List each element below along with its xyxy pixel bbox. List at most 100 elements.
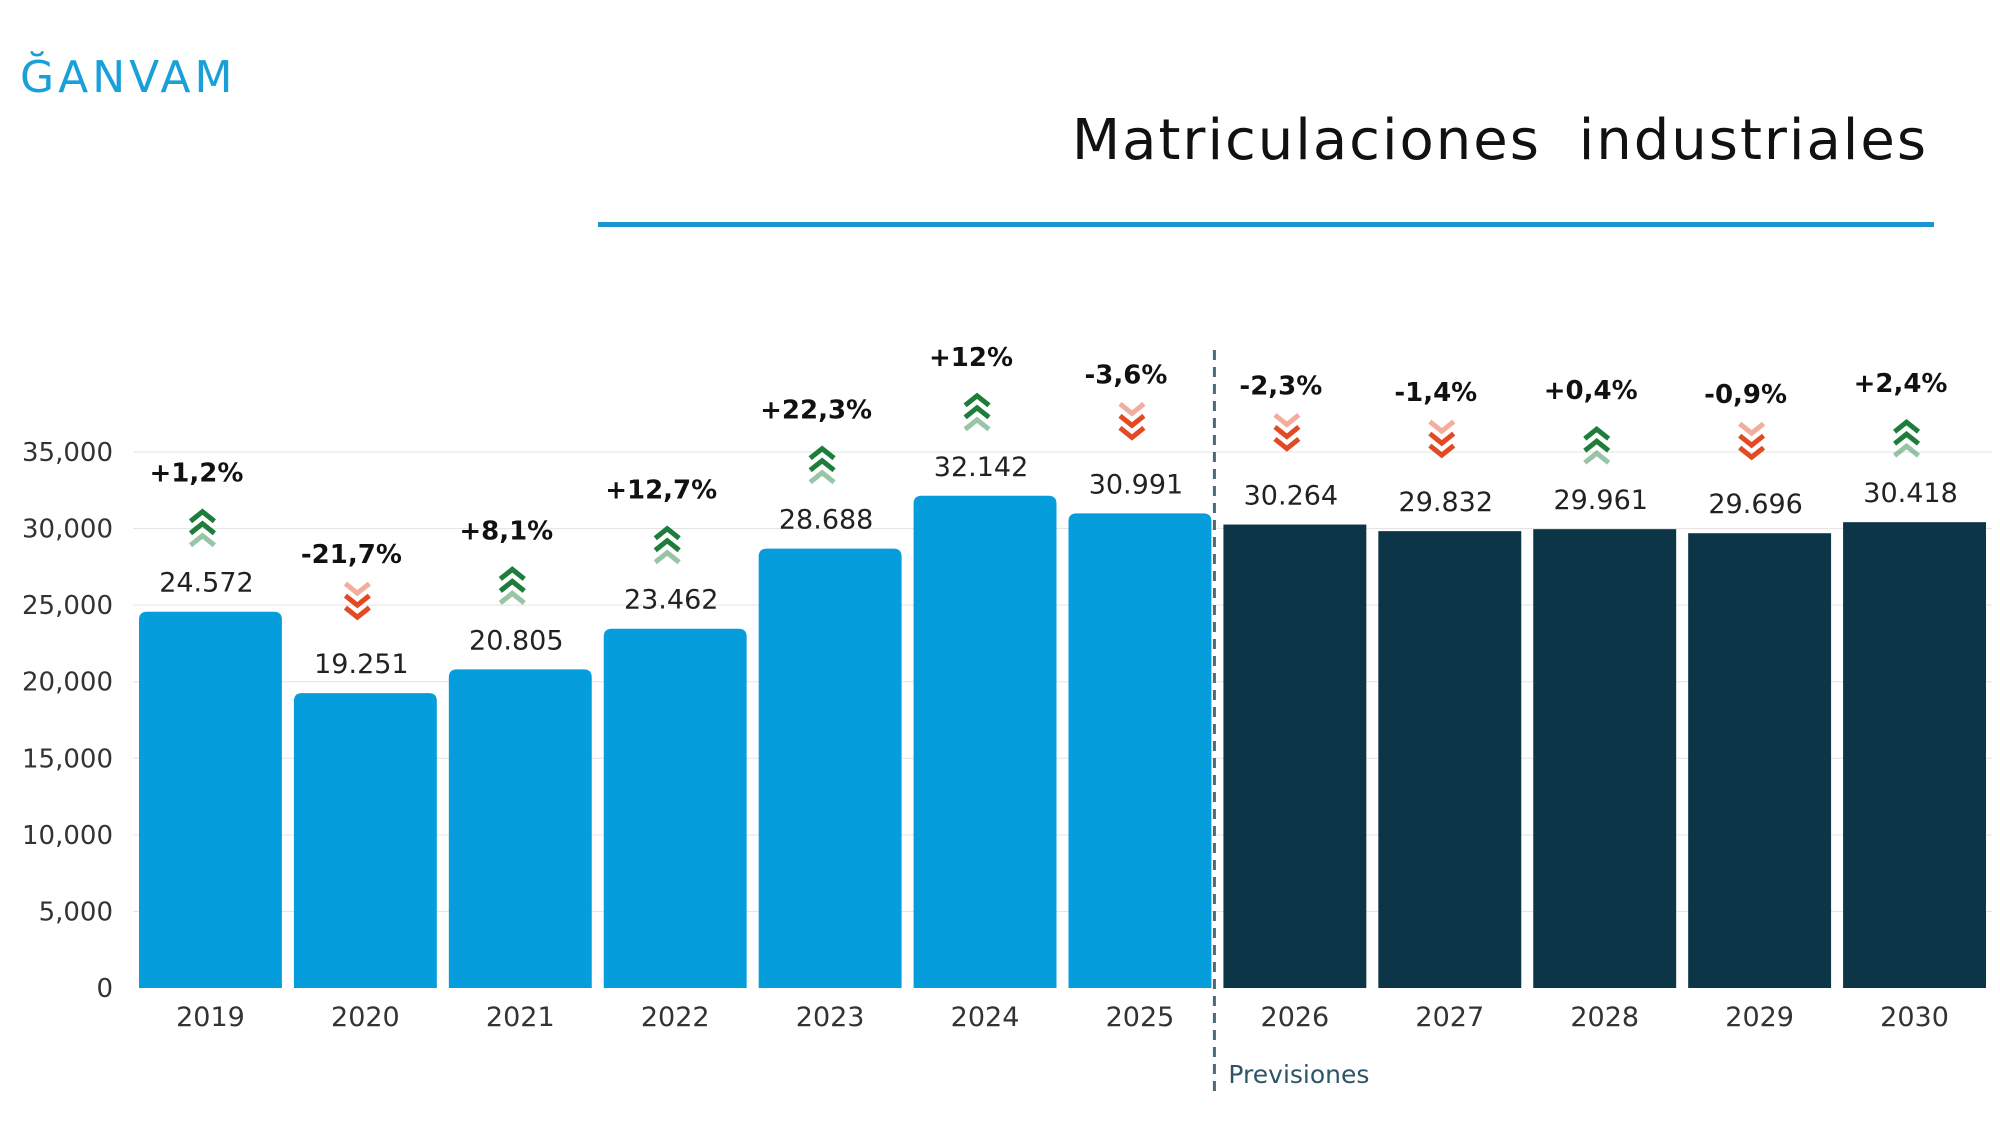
value-label: 23.462 bbox=[624, 585, 718, 616]
forecast-label: Previsiones bbox=[1228, 1060, 1369, 1089]
chevron bbox=[1583, 425, 1611, 441]
arrow-down-icon bbox=[1428, 419, 1456, 459]
chevron bbox=[1893, 430, 1921, 446]
chevron bbox=[188, 508, 216, 524]
y-tick-label: 25,000 bbox=[22, 591, 113, 621]
chevron bbox=[498, 578, 526, 593]
chevron bbox=[498, 566, 526, 581]
value-label: 30.264 bbox=[1244, 481, 1338, 512]
arrow-up-icon bbox=[188, 508, 216, 548]
bar-2021 bbox=[448, 669, 592, 988]
chevron bbox=[343, 581, 371, 597]
change-label: -2,3% bbox=[1239, 372, 1322, 402]
x-tick-label: 2023 bbox=[796, 1002, 865, 1033]
arrow-down-icon bbox=[1738, 421, 1766, 461]
y-tick-label: 10,000 bbox=[22, 821, 113, 851]
arrow-up-icon bbox=[808, 445, 836, 485]
bar-2024 bbox=[913, 495, 1057, 988]
y-tick-label: 35,000 bbox=[22, 438, 113, 468]
chevron bbox=[963, 416, 991, 432]
change-label: +12,7% bbox=[605, 476, 717, 506]
x-tick-label: 2024 bbox=[951, 1002, 1020, 1033]
chevron bbox=[1118, 425, 1146, 441]
change-label: +0,4% bbox=[1544, 376, 1638, 406]
chevron bbox=[1738, 445, 1766, 461]
value-label: 29.696 bbox=[1708, 489, 1802, 520]
bar-forecast-2028 bbox=[1533, 529, 1677, 988]
y-axis: 0 5,000 10,000 15,000 20,000 25,000 30,000 35,0… bbox=[22, 438, 113, 1004]
chevron bbox=[653, 525, 681, 541]
arrow-up-icon bbox=[653, 525, 681, 565]
change-label: -3,6% bbox=[1085, 360, 1168, 390]
x-tick-label: 2030 bbox=[1880, 1002, 1949, 1033]
chevron bbox=[343, 593, 371, 609]
y-tick-label: 15,000 bbox=[22, 744, 113, 774]
x-tick-label: 2028 bbox=[1570, 1002, 1639, 1033]
chevron bbox=[1583, 437, 1611, 453]
chevron bbox=[343, 605, 371, 621]
title-underline bbox=[598, 222, 1934, 227]
chevron bbox=[1893, 442, 1921, 458]
chevron bbox=[963, 404, 991, 420]
trend-arrows bbox=[188, 392, 1921, 621]
forecast-marker: Previsiones bbox=[1212, 350, 1369, 1095]
y-tick-label: 20,000 bbox=[22, 668, 113, 698]
bar-2025 bbox=[1068, 513, 1212, 988]
change-label: +2,4% bbox=[1854, 369, 1948, 399]
change-label: +8,1% bbox=[459, 516, 553, 546]
chevron bbox=[808, 457, 836, 473]
bars bbox=[139, 495, 1986, 988]
bar-2020 bbox=[293, 693, 437, 988]
chevron bbox=[808, 445, 836, 461]
x-tick-label: 2022 bbox=[641, 1002, 710, 1033]
logo-text: ĞANVAM bbox=[20, 52, 237, 103]
value-label: 29.961 bbox=[1553, 485, 1647, 516]
x-tick-label: 2027 bbox=[1415, 1002, 1484, 1033]
bar-2019 bbox=[139, 611, 282, 988]
value-label: 20.805 bbox=[469, 625, 563, 656]
value-label: 30.991 bbox=[1089, 469, 1183, 500]
y-tick-label: 0 bbox=[96, 974, 113, 1004]
value-label: 29.832 bbox=[1399, 487, 1493, 518]
chevron bbox=[498, 590, 526, 605]
arrow-down-icon bbox=[1118, 401, 1146, 441]
chevron bbox=[1273, 425, 1301, 440]
chevron bbox=[1428, 443, 1456, 459]
ganvam-logo: ĞANVAM bbox=[20, 52, 236, 103]
chevron bbox=[188, 520, 216, 536]
chevron bbox=[1273, 413, 1301, 428]
chevron bbox=[1118, 401, 1146, 417]
y-tick-label: 5,000 bbox=[39, 897, 113, 927]
page-title: Matriculaciones industriales bbox=[1071, 108, 1928, 173]
value-label: 28.688 bbox=[779, 505, 873, 536]
y-tick-label: 30,000 bbox=[22, 515, 113, 545]
chevron bbox=[653, 549, 681, 565]
x-tick-label: 2029 bbox=[1725, 1002, 1794, 1033]
grid-lines bbox=[133, 451, 1992, 912]
chevron bbox=[1428, 419, 1456, 435]
bar-2023 bbox=[758, 548, 902, 988]
change-label: +12% bbox=[929, 343, 1013, 373]
change-label: -1,4% bbox=[1394, 378, 1477, 408]
bar-forecast-2026 bbox=[1223, 524, 1367, 988]
bar-forecast-2029 bbox=[1688, 533, 1832, 988]
change-labels: +1,2% -21,7% +8,1% +12,7% +22,3% +12% -3,6% -2,… bbox=[150, 343, 1948, 570]
chevron bbox=[1428, 431, 1456, 447]
x-tick-label: 2026 bbox=[1261, 1002, 1330, 1033]
value-labels: 24.572 19.251 20.805 23.462 28.688 32.142 30.9… bbox=[159, 452, 1958, 680]
chevron bbox=[963, 392, 991, 408]
chevron bbox=[1738, 433, 1766, 449]
change-label: +1,2% bbox=[150, 459, 244, 489]
x-tick-label: 2020 bbox=[331, 1002, 400, 1033]
chevron bbox=[653, 537, 681, 553]
x-tick-label: 2019 bbox=[176, 1002, 245, 1033]
chevron bbox=[1273, 437, 1301, 452]
arrow-up-icon bbox=[1583, 425, 1611, 465]
chevron bbox=[1583, 449, 1611, 465]
value-label: 24.572 bbox=[159, 568, 253, 599]
bar-forecast-2027 bbox=[1378, 531, 1522, 988]
change-label: -21,7% bbox=[301, 540, 402, 570]
chevron bbox=[188, 532, 216, 548]
chevron bbox=[1893, 418, 1921, 434]
chevron bbox=[1738, 421, 1766, 437]
